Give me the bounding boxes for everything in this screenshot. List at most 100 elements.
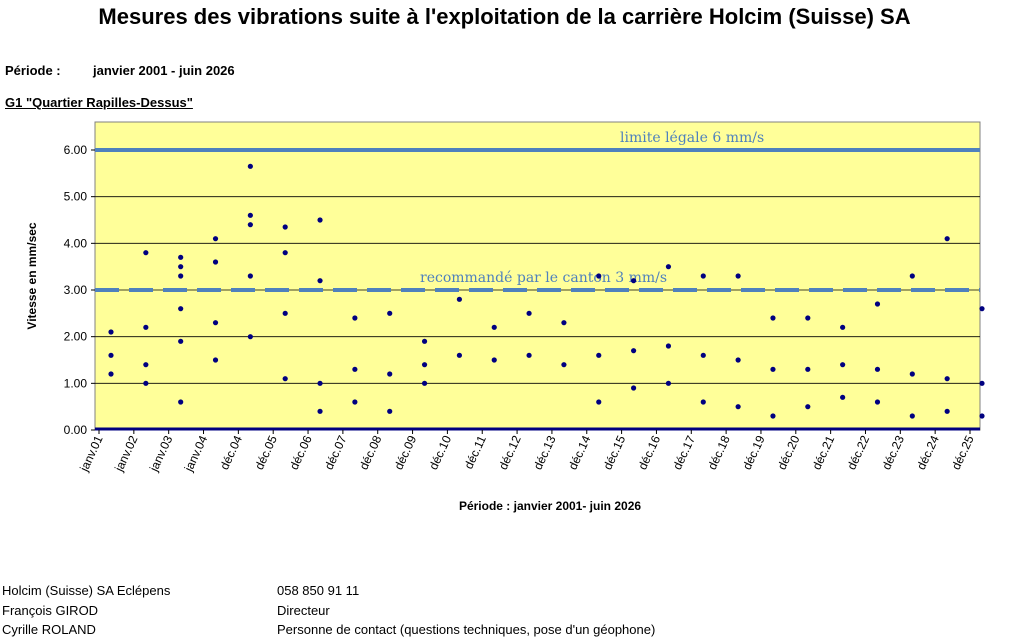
data-point	[421, 338, 428, 344]
footer-contact-name: Cyrille ROLAND	[2, 622, 96, 637]
data-point	[840, 324, 846, 330]
data-point	[735, 404, 741, 410]
x-tick-label: déc.20	[775, 433, 803, 472]
data-point	[178, 338, 184, 344]
y-axis-ticks: 0.00 1.00 2.00 3.00 4.00 5.00 6.00	[64, 143, 95, 437]
page-title: Mesures des vibrations suite à l'exploit…	[98, 4, 911, 29]
data-point	[491, 324, 497, 330]
data-point	[805, 404, 811, 410]
data-point	[212, 357, 219, 363]
data-point	[909, 413, 915, 419]
data-point	[352, 399, 358, 405]
data-point	[561, 362, 567, 368]
data-point	[143, 324, 149, 330]
data-point	[247, 163, 253, 169]
data-point	[317, 408, 323, 414]
data-point	[178, 306, 184, 312]
data-point	[596, 399, 602, 405]
data-point	[944, 376, 950, 382]
data-point	[143, 380, 149, 386]
data-point	[805, 315, 811, 321]
data-point	[282, 224, 288, 230]
x-tick-label: déc.05	[252, 433, 280, 472]
data-point	[212, 320, 219, 326]
x-tick-label: déc.08	[357, 433, 385, 472]
data-point	[282, 310, 288, 316]
data-point	[143, 250, 149, 256]
data-point	[178, 264, 184, 270]
data-point	[979, 380, 985, 386]
x-tick-label: déc.21	[809, 433, 837, 472]
data-point	[143, 362, 149, 368]
x-tick-label: janv.04	[181, 433, 210, 474]
data-point	[352, 366, 358, 372]
data-point	[979, 306, 985, 312]
data-point	[840, 362, 846, 368]
data-point	[317, 217, 323, 223]
data-point	[387, 408, 393, 414]
data-point	[212, 259, 219, 265]
reference-line-label: limite légale 6 mm/s	[620, 130, 764, 146]
data-point	[526, 352, 532, 358]
x-tick-label: déc.14	[566, 433, 594, 472]
data-point	[178, 399, 184, 405]
data-point	[631, 348, 637, 354]
data-point	[805, 366, 811, 372]
x-tick-label: déc.15	[600, 433, 628, 472]
data-point	[596, 352, 602, 358]
footer-contact-role: Personne de contact (questions technique…	[277, 622, 656, 637]
data-point	[770, 366, 776, 372]
data-point	[317, 380, 323, 386]
data-point	[979, 413, 985, 419]
data-point	[944, 236, 950, 242]
period-label: Période :	[5, 63, 61, 78]
data-point	[108, 352, 114, 358]
x-tick-label: déc.18	[705, 433, 733, 472]
data-point	[178, 273, 184, 279]
x-tick-label: déc.11	[461, 433, 489, 471]
y-tick-label: 6.00	[64, 143, 88, 157]
data-point	[700, 273, 706, 279]
data-point	[944, 408, 950, 414]
reference-lines: limite légale 6 mm/s recommandé par le ca…	[95, 130, 980, 292]
data-point	[421, 362, 428, 368]
reference-line-label: recommandé par le canton 3 mm/s	[420, 270, 667, 286]
data-point	[387, 371, 393, 377]
data-point	[909, 371, 915, 377]
data-point	[665, 380, 672, 386]
vibration-chart: limite légale 6 mm/s recommandé par le ca…	[25, 121, 985, 513]
data-point	[387, 310, 393, 316]
footer-director-role: Directeur	[277, 603, 330, 618]
x-tick-label: janv.01	[77, 433, 106, 474]
data-point	[631, 385, 637, 391]
x-tick-label: janv.03	[146, 433, 175, 474]
data-point	[735, 273, 741, 279]
data-point	[700, 399, 706, 405]
data-point	[212, 236, 219, 242]
data-point	[456, 352, 462, 358]
data-point	[770, 413, 776, 419]
y-axis-label: Vitesse en mm/sec	[25, 222, 39, 330]
x-tick-label: déc.19	[740, 433, 768, 472]
data-point	[770, 315, 776, 321]
data-point	[526, 310, 532, 316]
data-point	[108, 329, 114, 335]
data-point	[282, 376, 288, 382]
data-points	[95, 163, 985, 431]
x-tick-label: déc.22	[844, 433, 872, 472]
data-point	[108, 371, 114, 377]
x-tick-label: déc.07	[322, 433, 350, 472]
x-axis-label: Période : janvier 2001- juin 2026	[459, 499, 641, 513]
x-tick-label: déc.16	[635, 433, 663, 472]
data-point	[491, 357, 497, 363]
data-point	[352, 315, 358, 321]
y-tick-label: 2.00	[64, 330, 88, 344]
data-point	[909, 273, 915, 279]
y-tick-label: 5.00	[64, 190, 88, 204]
footer-phone: 058 850 91 11	[277, 583, 360, 598]
footer-director-name: François GIROD	[2, 603, 99, 618]
data-point	[178, 254, 184, 260]
x-tick-label: déc.09	[391, 433, 419, 472]
data-point	[596, 273, 602, 279]
data-point	[561, 320, 567, 326]
